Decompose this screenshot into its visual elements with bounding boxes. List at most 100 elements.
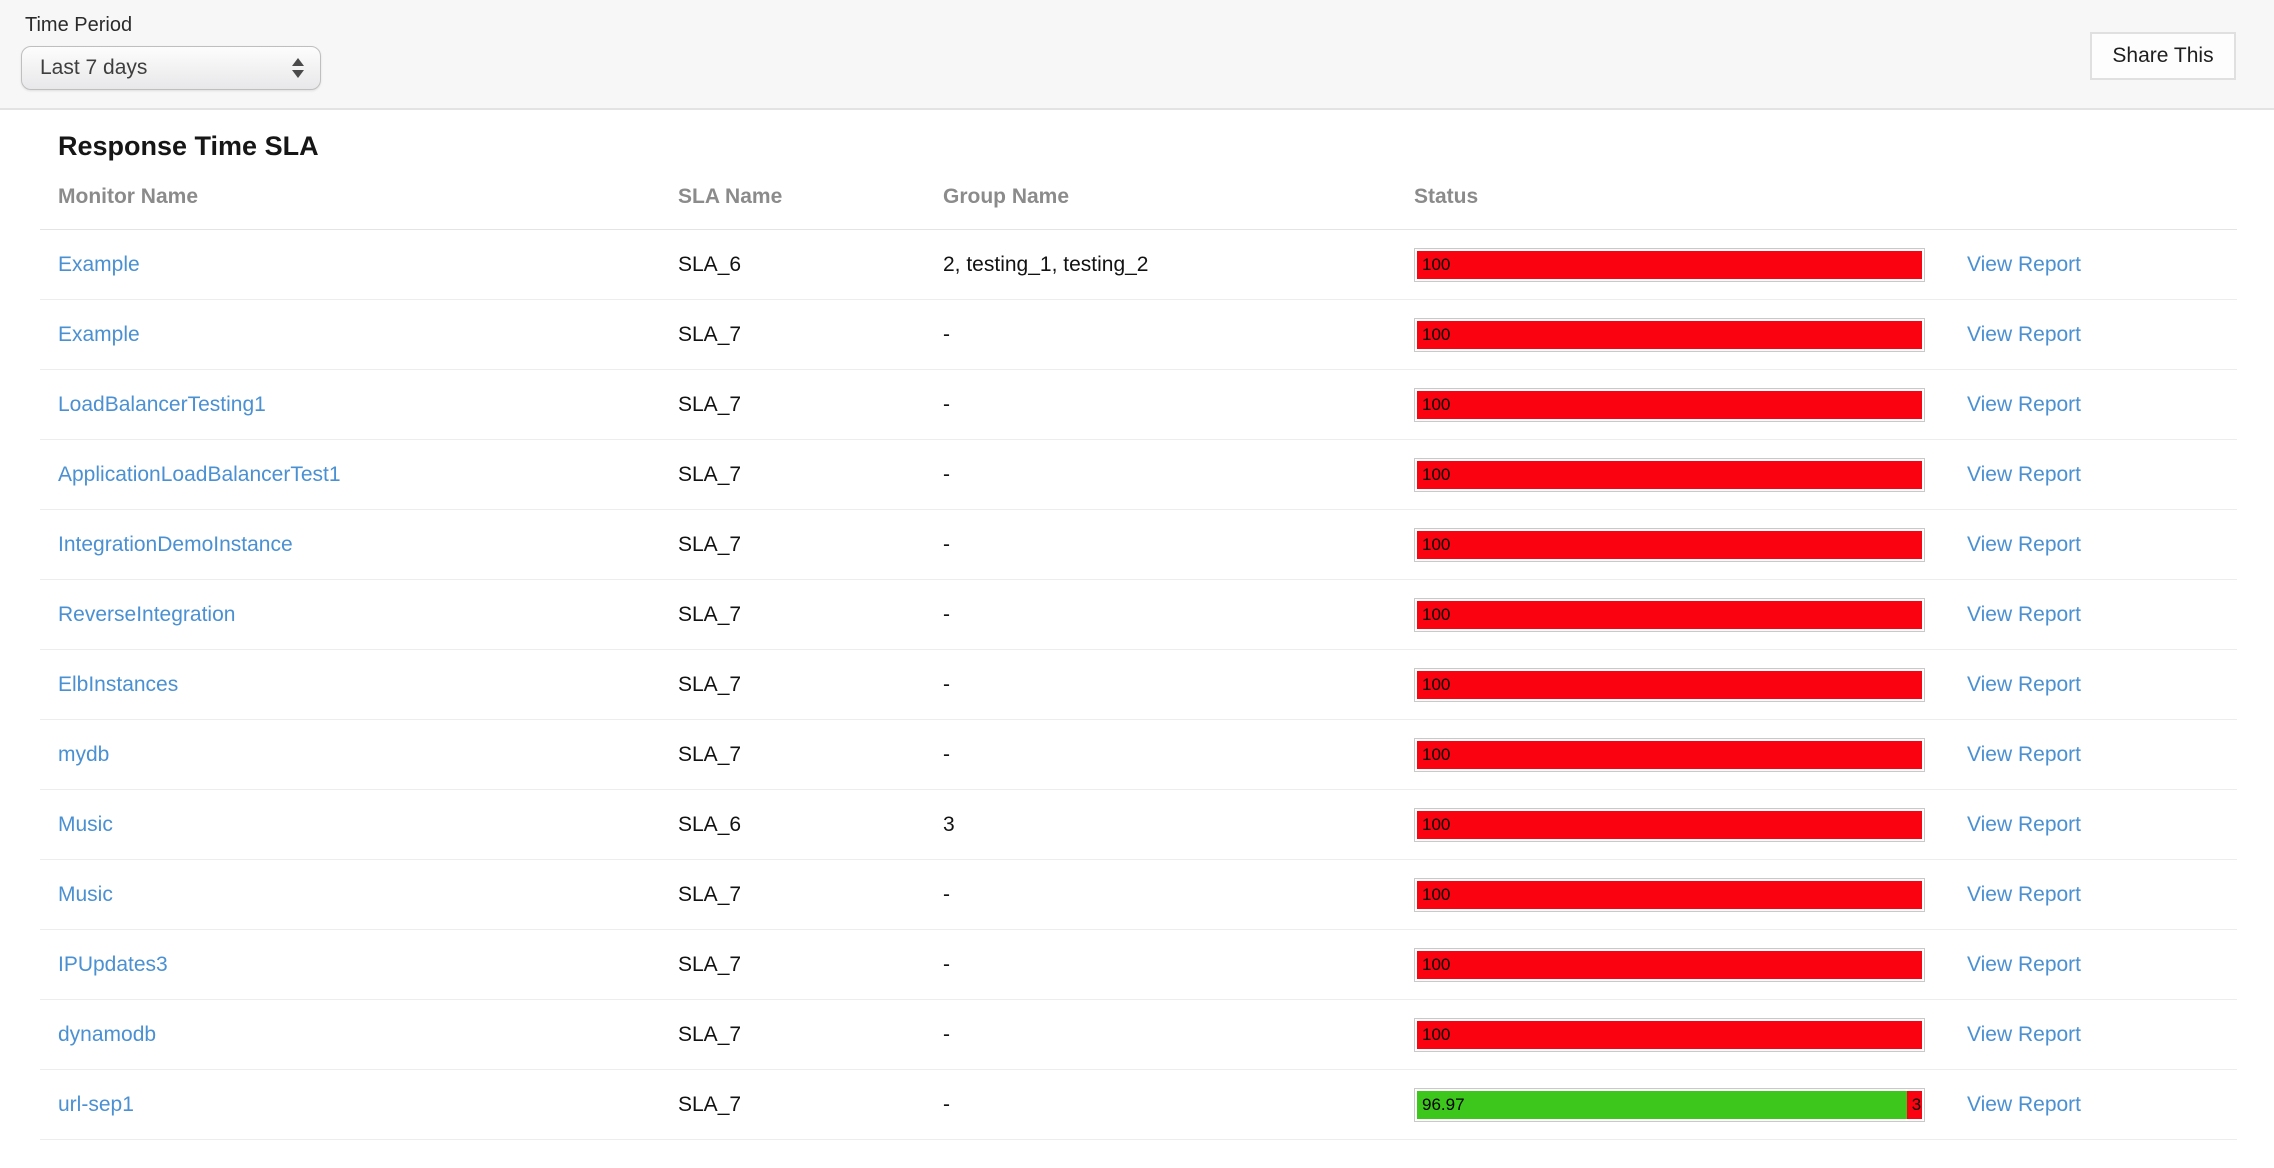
monitor-link[interactable]: mydb xyxy=(58,742,110,766)
monitor-name-cell: Example xyxy=(40,253,678,277)
view-report-link[interactable]: View Report xyxy=(1967,602,2082,626)
view-report-cell: View Report xyxy=(1967,603,2237,627)
view-report-cell: View Report xyxy=(1967,673,2237,697)
sla-name-cell: SLA_7 xyxy=(678,882,742,906)
view-report-link[interactable]: View Report xyxy=(1967,532,2082,556)
status-segment-label: 3 xyxy=(1911,1095,1922,1114)
sla-name-cell: SLA_6 xyxy=(678,812,742,836)
table-row: ApplicationLoadBalancerTest1 SLA_7 - 100… xyxy=(40,440,2237,510)
sla-name-cell: SLA_7 xyxy=(678,742,742,766)
group-name-cell: 2, testing_1, testing_2 xyxy=(943,252,1149,276)
monitor-link[interactable]: ApplicationLoadBalancerTest1 xyxy=(58,462,341,486)
table-row: Music SLA_6 3 100 View Report xyxy=(40,790,2237,860)
status-segment-green: 96.97 xyxy=(1417,1090,1907,1119)
sla-name-cell: SLA_7 xyxy=(678,602,742,626)
view-report-cell: View Report xyxy=(1967,253,2237,277)
group-name-cell: - xyxy=(943,742,950,766)
time-period-label: Time Period xyxy=(25,14,133,36)
status-cell: 100 xyxy=(1414,667,1967,702)
status-segment-red: 100 xyxy=(1417,390,1922,419)
sla-name-cell: SLA_7 xyxy=(678,952,742,976)
view-report-cell: View Report xyxy=(1967,953,2237,977)
status-bar: 100 xyxy=(1414,457,1925,492)
monitor-name-cell: Music xyxy=(40,813,678,837)
status-segment-red: 100 xyxy=(1417,1020,1922,1049)
view-report-link[interactable]: View Report xyxy=(1967,812,2082,836)
status-cell: 100 xyxy=(1414,387,1967,422)
status-segment-red: 100 xyxy=(1417,600,1922,629)
status-cell: 100 xyxy=(1414,247,1967,282)
status-cell: 100 xyxy=(1414,807,1967,842)
view-report-link[interactable]: View Report xyxy=(1967,1092,2082,1116)
status-bar: 100 xyxy=(1414,387,1925,422)
monitor-link[interactable]: ReverseIntegration xyxy=(58,602,236,626)
monitor-link[interactable]: Music xyxy=(58,882,113,906)
monitor-link[interactable]: Example xyxy=(58,252,140,276)
view-report-link[interactable]: View Report xyxy=(1967,742,2082,766)
monitor-link[interactable]: dynamodb xyxy=(58,1022,157,1046)
sla-name-cell: SLA_7 xyxy=(678,392,742,416)
sla-name-cell: SLA_7 xyxy=(678,672,742,696)
status-bar: 100 xyxy=(1414,947,1925,982)
status-segment-label: 100 xyxy=(1422,675,1451,694)
table-row: ElbInstances SLA_7 - 100 View Report xyxy=(40,650,2237,720)
status-cell: 100 xyxy=(1414,737,1967,772)
monitor-link[interactable]: IPUpdates3 xyxy=(58,952,168,976)
view-report-link[interactable]: View Report xyxy=(1967,1022,2082,1046)
group-name-cell: - xyxy=(943,392,950,416)
monitor-name-cell: ApplicationLoadBalancerTest1 xyxy=(40,463,678,487)
group-name-cell: - xyxy=(943,532,950,556)
status-segment-label: 100 xyxy=(1422,815,1451,834)
view-report-cell: View Report xyxy=(1967,1023,2237,1047)
view-report-cell: View Report xyxy=(1967,1093,2237,1117)
topbar: Time Period Last 7 days Share This xyxy=(0,0,2274,110)
table-row: LoadBalancerTesting1 SLA_7 - 100 View Re… xyxy=(40,370,2237,440)
group-name-cell: - xyxy=(943,1022,950,1046)
share-this-button[interactable]: Share This xyxy=(2090,32,2236,80)
monitor-link[interactable]: LoadBalancerTesting1 xyxy=(58,392,266,416)
view-report-link[interactable]: View Report xyxy=(1967,392,2082,416)
monitor-link[interactable]: Music xyxy=(58,812,113,836)
table-row: mydb SLA_7 - 100 View Report xyxy=(40,720,2237,790)
monitor-link[interactable]: url-sep1 xyxy=(58,1092,134,1116)
monitor-name-cell: Music xyxy=(40,883,678,907)
view-report-cell: View Report xyxy=(1967,323,2237,347)
sla-name-cell: SLA_7 xyxy=(678,1022,742,1046)
view-report-cell: View Report xyxy=(1967,883,2237,907)
column-header-group-name: Group Name xyxy=(943,184,1070,208)
group-name-cell: 3 xyxy=(943,812,955,836)
status-cell: 100 xyxy=(1414,527,1967,562)
view-report-link[interactable]: View Report xyxy=(1967,882,2082,906)
sla-name-cell: SLA_7 xyxy=(678,462,742,486)
status-segment-label: 100 xyxy=(1422,885,1451,904)
status-segment-label: 100 xyxy=(1422,955,1451,974)
monitor-name-cell: Example xyxy=(40,323,678,347)
table-row: Example SLA_7 - 100 View Report xyxy=(40,300,2237,370)
view-report-link[interactable]: View Report xyxy=(1967,672,2082,696)
status-segment-red: 100 xyxy=(1417,670,1922,699)
column-header-monitor-name: Monitor Name xyxy=(58,184,199,208)
status-bar: 100 xyxy=(1414,527,1925,562)
view-report-link[interactable]: View Report xyxy=(1967,952,2082,976)
monitor-name-cell: ReverseIntegration xyxy=(40,603,678,627)
monitor-name-cell: LoadBalancerTesting1 xyxy=(40,393,678,417)
group-name-cell: - xyxy=(943,882,950,906)
monitor-link[interactable]: ElbInstances xyxy=(58,672,179,696)
status-segment-red: 100 xyxy=(1417,950,1922,979)
status-cell: 100 xyxy=(1414,317,1967,352)
group-name-cell: - xyxy=(943,602,950,626)
status-segment-label: 100 xyxy=(1422,395,1451,414)
status-segment-red: 100 xyxy=(1417,530,1922,559)
monitor-link[interactable]: Example xyxy=(58,322,140,346)
group-name-cell: - xyxy=(943,952,950,976)
status-segment-label: 100 xyxy=(1422,255,1451,274)
view-report-link[interactable]: View Report xyxy=(1967,462,2082,486)
report-panel: Response Time SLA Monitor Name SLA Name … xyxy=(40,110,2237,1140)
table-row: dynamodb SLA_7 - 100 View Report xyxy=(40,1000,2237,1070)
status-segment-label: 100 xyxy=(1422,535,1451,554)
view-report-link[interactable]: View Report xyxy=(1967,322,2082,346)
monitor-link[interactable]: IntegrationDemoInstance xyxy=(58,532,293,556)
time-period-select[interactable]: Last 7 days xyxy=(21,46,321,90)
view-report-link[interactable]: View Report xyxy=(1967,252,2082,276)
view-report-cell: View Report xyxy=(1967,463,2237,487)
